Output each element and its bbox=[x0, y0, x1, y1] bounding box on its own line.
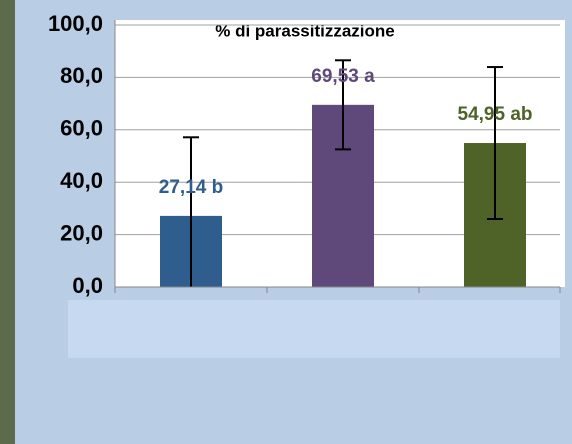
y-tick-label: 40,0 bbox=[60, 168, 103, 193]
value-label: 27,14 b bbox=[159, 177, 223, 198]
y-tick-label: 20,0 bbox=[60, 220, 103, 245]
value-label: 69,53 a bbox=[311, 66, 375, 87]
y-tick-label: 80,0 bbox=[60, 63, 103, 88]
chart-title: % di parassitizzazione bbox=[215, 21, 395, 40]
y-tick-label: 100,0 bbox=[48, 11, 103, 36]
y-tick-label: 60,0 bbox=[60, 116, 103, 141]
legend-box bbox=[68, 300, 560, 358]
photo-strip bbox=[0, 0, 15, 444]
chart: % di parassitizzazione 0,0 20,0 40,0 60,0 80… bbox=[0, 0, 572, 444]
value-label: 54,95 ab bbox=[458, 104, 533, 125]
y-tick-label: 0,0 bbox=[72, 273, 103, 298]
